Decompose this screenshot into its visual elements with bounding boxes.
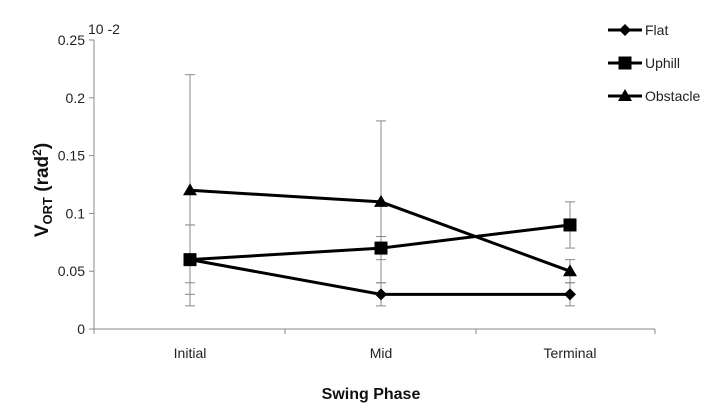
y-axis-title: VORT (rad2) — [30, 143, 55, 237]
obstacle-point — [374, 194, 388, 207]
y-tick-label: 0 — [77, 321, 85, 337]
error-bars — [185, 74, 575, 307]
obstacle-point — [183, 183, 197, 196]
uphill-point — [183, 253, 197, 267]
x-axis-title: Swing Phase — [322, 386, 421, 403]
flat-point — [564, 288, 576, 301]
legend-marker-flat — [619, 24, 631, 36]
y-tick-label: 0.2 — [66, 90, 86, 106]
x-tick-label: Terminal — [544, 345, 597, 361]
series-markers — [183, 183, 577, 301]
flat-series-line — [189, 258, 570, 296]
y-tick-label: 0.05 — [58, 263, 85, 279]
flat-point — [375, 288, 387, 301]
y-axis-title-unit: (rad — [32, 156, 53, 197]
y-tick-label: 0.15 — [58, 148, 85, 164]
legend-label-flat: Flat — [645, 22, 668, 38]
uphill-point — [563, 218, 577, 232]
y-axis-title-main: V — [32, 224, 53, 237]
legend-marker-obstacle — [618, 89, 632, 101]
y-tick-label: 0.25 — [58, 32, 85, 48]
legend-label-uphill: Uphill — [645, 55, 680, 71]
legend-label-obstacle: Obstacle — [645, 88, 700, 104]
legend-marker-uphill — [618, 56, 632, 70]
y-axis-title-subscript: ORT — [40, 197, 55, 225]
y-tick-label: 0.1 — [66, 205, 86, 221]
obstacle-point — [563, 264, 577, 277]
y-ticks: 0 0.05 0.1 0.15 0.2 0.25 — [58, 32, 94, 337]
uphill-point — [374, 241, 388, 255]
x-tick-label: Initial — [174, 345, 207, 361]
x-tick-label: Mid — [370, 345, 393, 361]
y-axis-title-superscript: 2 — [30, 149, 44, 156]
axes — [93, 40, 655, 330]
y-scale-label: 10 -2 — [88, 21, 120, 37]
y-axis-title-close: ) — [32, 143, 53, 149]
x-ticks: Initial Mid Terminal — [93, 329, 656, 361]
legend: Flat Uphill Obstacle — [608, 22, 700, 104]
